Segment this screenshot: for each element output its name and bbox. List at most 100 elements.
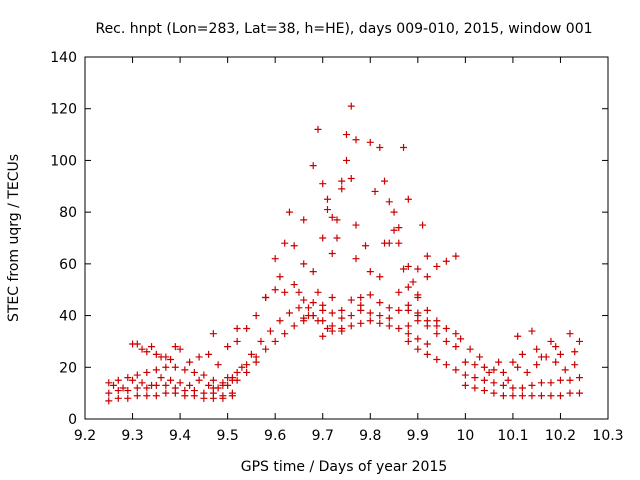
data-point	[205, 381, 213, 389]
data-point	[490, 366, 498, 374]
data-point	[433, 356, 441, 364]
data-point	[319, 234, 327, 242]
data-point	[556, 392, 564, 400]
series-rise-track-a	[233, 281, 317, 345]
data-point	[385, 198, 393, 206]
data-point	[352, 136, 360, 144]
series-morning-extra	[466, 345, 579, 384]
data-point	[262, 293, 270, 301]
data-point	[457, 335, 465, 343]
data-point	[338, 177, 346, 185]
data-point	[518, 350, 526, 358]
data-point	[257, 337, 265, 345]
data-point	[105, 397, 113, 405]
data-point	[461, 371, 469, 379]
data-point	[419, 221, 427, 229]
data-point	[266, 327, 274, 335]
data-point	[499, 381, 507, 389]
y-tick-label: 140	[50, 50, 77, 66]
data-point	[271, 255, 279, 263]
data-point	[276, 317, 284, 325]
data-point	[110, 381, 118, 389]
x-tick-label: 10	[456, 428, 474, 444]
data-point	[471, 374, 479, 382]
data-point	[124, 387, 132, 395]
y-tick-label: 20	[59, 360, 77, 376]
data-point	[414, 265, 422, 273]
data-point	[357, 293, 365, 301]
data-point	[333, 216, 341, 224]
data-point	[190, 387, 198, 395]
data-point	[385, 239, 393, 247]
data-point	[243, 368, 251, 376]
data-point	[542, 353, 550, 361]
x-tick-label: 9.7	[312, 428, 334, 444]
data-point	[366, 291, 374, 299]
data-point	[243, 361, 251, 369]
data-point	[152, 350, 160, 358]
data-point	[466, 345, 474, 353]
series-morning-lower	[461, 381, 583, 400]
data-point	[514, 332, 522, 340]
data-point	[276, 273, 284, 281]
data-point	[571, 348, 579, 356]
data-point	[509, 358, 517, 366]
data-point	[499, 368, 507, 376]
data-point	[352, 255, 360, 263]
series-morning-upper	[461, 327, 583, 376]
data-point	[480, 376, 488, 384]
data-point	[537, 379, 545, 387]
data-point	[423, 322, 431, 330]
data-point	[395, 325, 403, 332]
data-point	[214, 361, 222, 369]
data-point	[338, 306, 346, 314]
data-point	[171, 384, 179, 392]
data-point	[133, 340, 141, 348]
data-point	[214, 384, 222, 392]
x-tick-label: 9.4	[169, 428, 191, 444]
data-point	[414, 335, 422, 343]
data-point	[233, 376, 241, 384]
data-point	[176, 345, 184, 353]
series-night-upper	[105, 363, 236, 387]
data-point	[352, 221, 360, 229]
data-point	[309, 299, 317, 307]
data-point	[200, 389, 208, 397]
x-tick-label: 9.5	[217, 428, 239, 444]
data-point	[376, 299, 384, 307]
data-point	[509, 392, 517, 400]
data-point	[376, 144, 384, 151]
data-point	[442, 257, 450, 265]
data-point	[338, 325, 346, 332]
data-point	[233, 368, 241, 376]
data-point	[133, 392, 141, 400]
data-point	[575, 389, 583, 397]
data-point	[252, 312, 260, 320]
data-point	[556, 376, 564, 384]
data-point	[547, 392, 555, 400]
series-night-extra	[110, 358, 260, 392]
data-point	[362, 242, 370, 250]
series-decay-track-c	[404, 337, 460, 374]
data-point	[243, 325, 251, 332]
data-point	[162, 381, 170, 389]
data-point	[528, 327, 536, 335]
data-point	[461, 358, 469, 366]
data-point	[152, 392, 160, 400]
data-point	[528, 381, 536, 389]
data-point	[138, 345, 146, 353]
series-decay-track-b	[404, 317, 460, 351]
data-point	[376, 312, 384, 320]
data-point	[390, 226, 398, 234]
data-point	[114, 376, 122, 384]
axes: 9.2 9.3 9.4 9.5 9.6 9.7 9.8 9.9 10 10.1 10.2 10.3 0 2…	[50, 50, 623, 444]
data-point	[290, 281, 298, 289]
data-point	[452, 252, 460, 260]
data-point	[452, 330, 460, 338]
y-tick-label: 100	[50, 153, 77, 169]
data-point	[343, 156, 350, 164]
data-point	[328, 327, 336, 335]
data-point	[400, 144, 408, 151]
data-point	[376, 319, 384, 327]
data-point	[476, 353, 484, 361]
